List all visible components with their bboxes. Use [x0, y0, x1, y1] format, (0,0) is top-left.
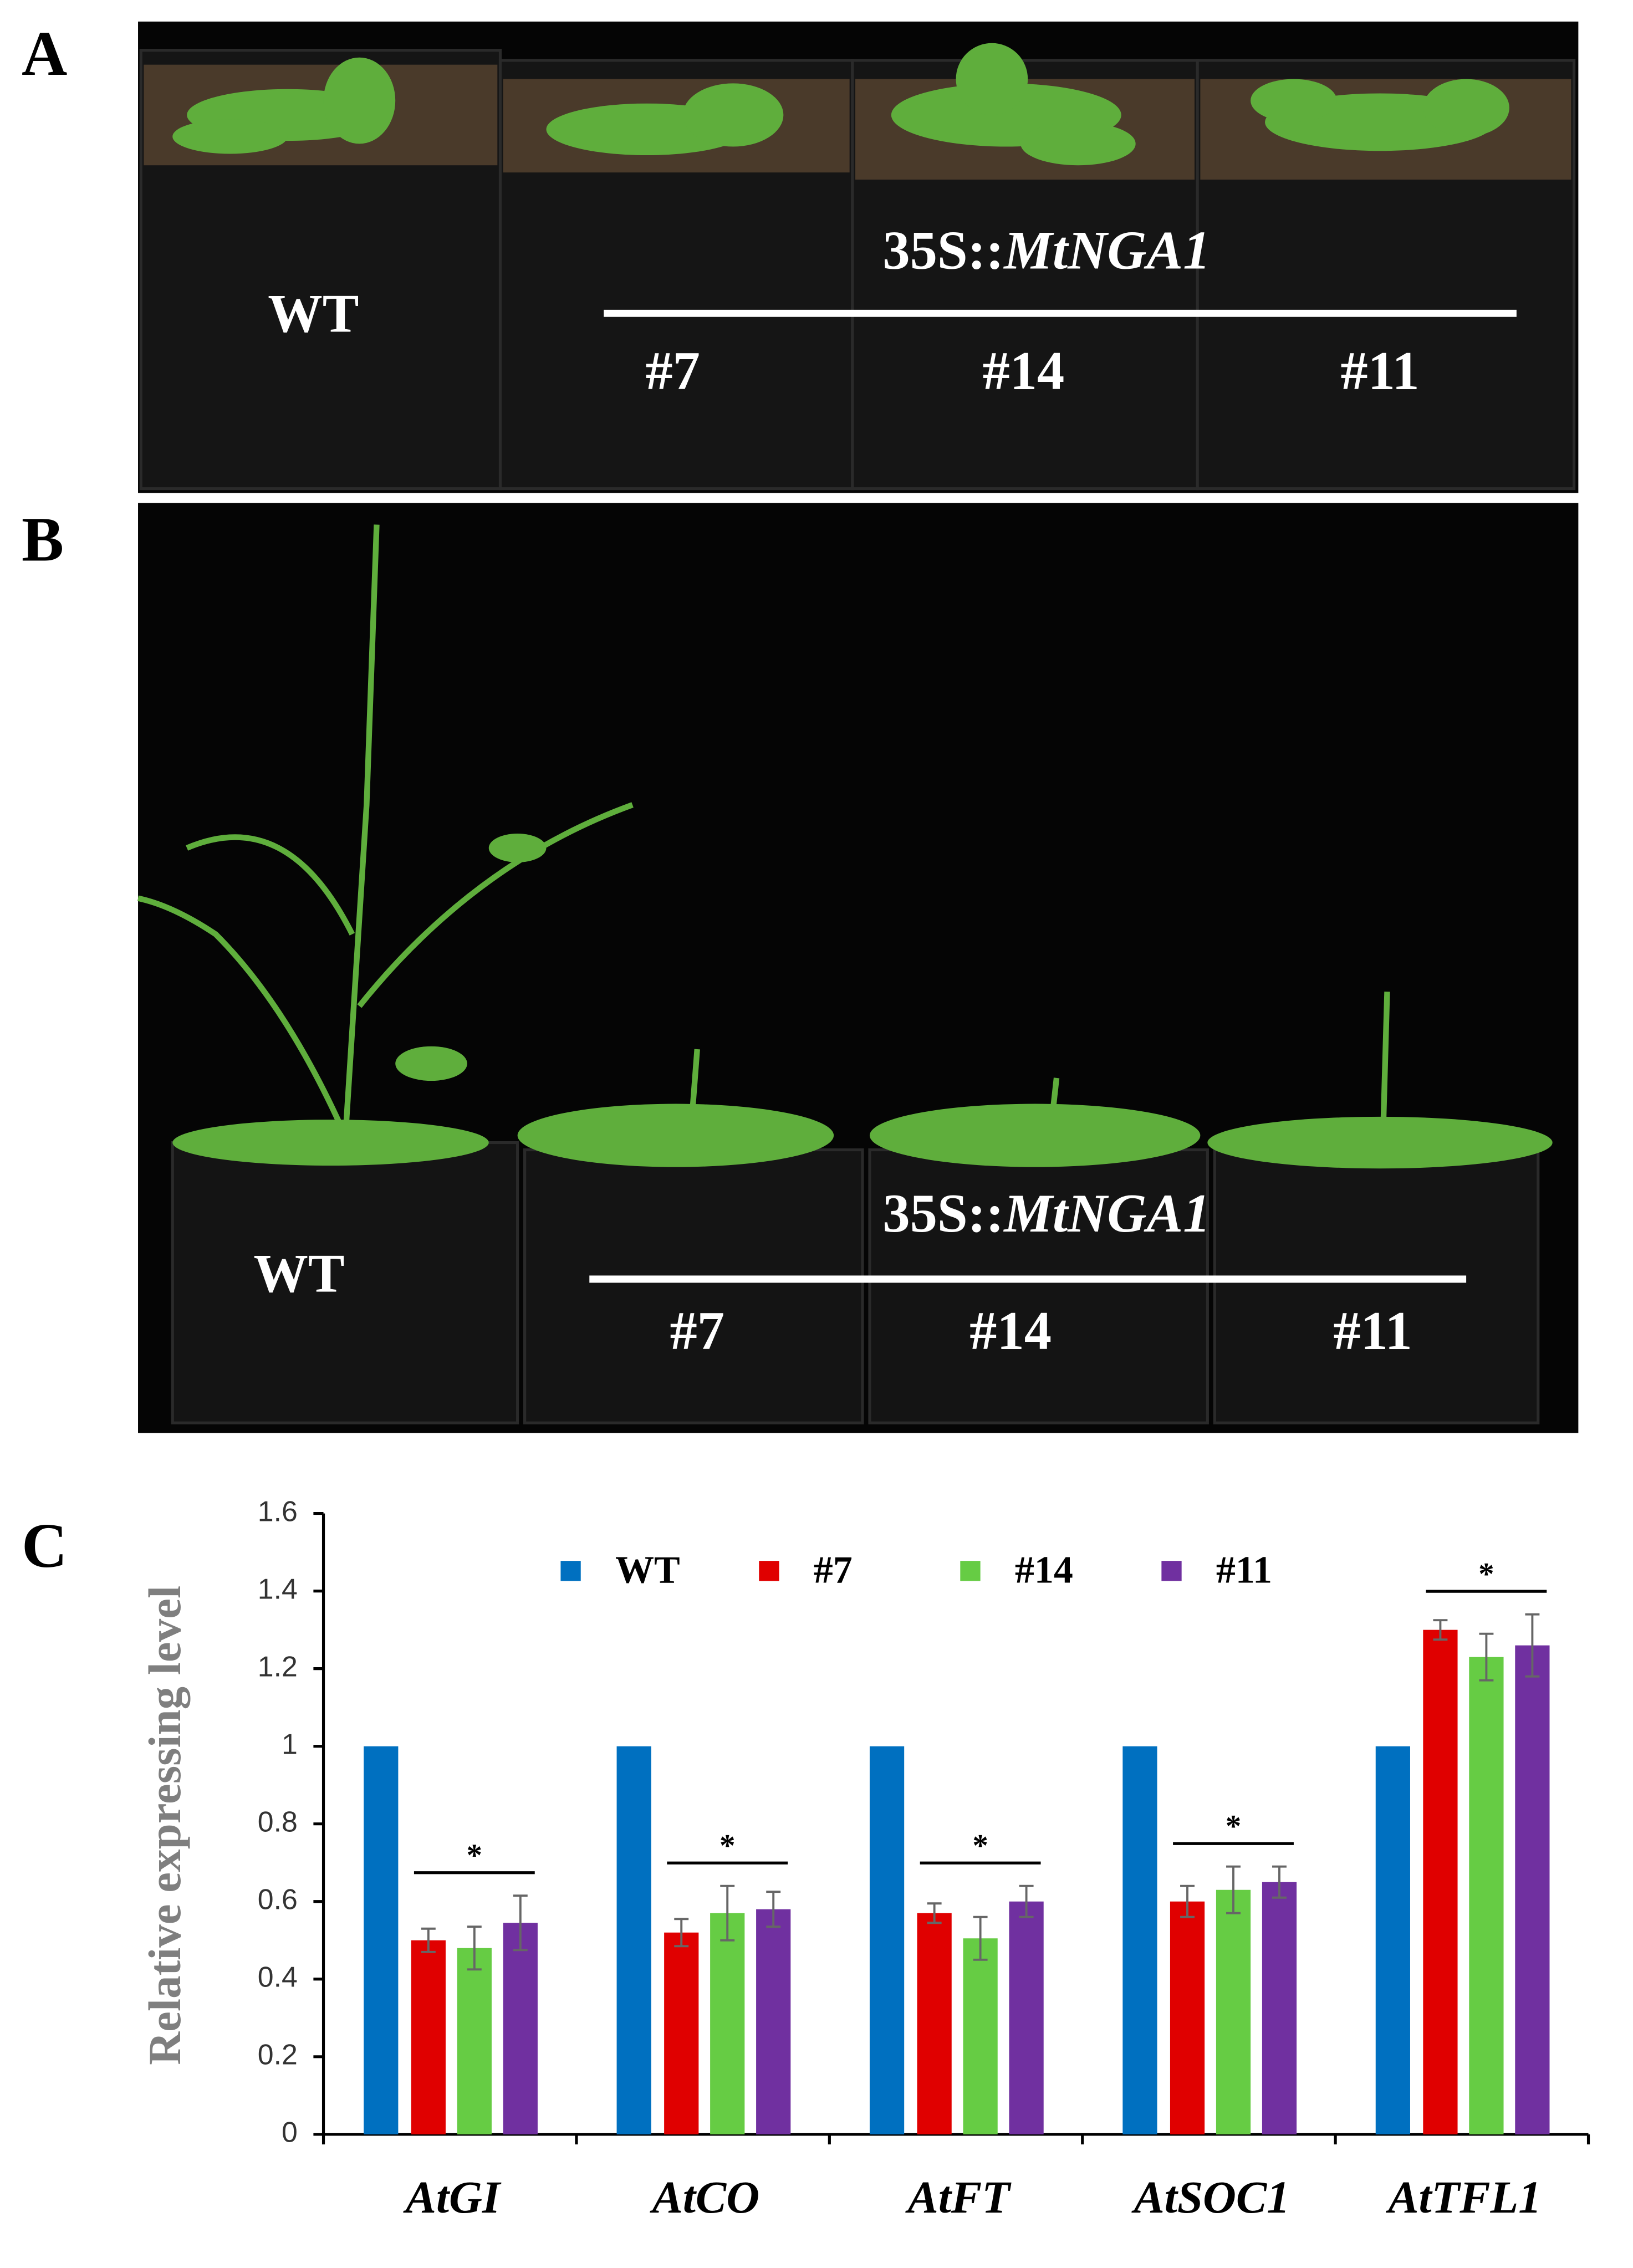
construct-prefix: 35S::: [882, 220, 1004, 280]
error-bar: [1479, 1632, 1494, 1682]
significance-label: *: [972, 1828, 988, 1863]
bar: [1262, 1882, 1297, 2134]
bar: [1515, 1645, 1550, 2134]
bar: [1009, 1901, 1044, 2134]
photo-a: [138, 21, 1579, 493]
bar: [963, 1938, 998, 2134]
error-bar: [1433, 1619, 1448, 1641]
panel-label: A: [22, 18, 67, 89]
construct-label: 35S::MtNGA1: [882, 1183, 1210, 1244]
legend-label: #7: [814, 1549, 853, 1592]
line-label: #14: [969, 1301, 1052, 1361]
bar: [756, 1909, 791, 2134]
construct-label: 35S::MtNGA1: [882, 220, 1210, 280]
legend-swatch: [960, 1561, 981, 1581]
x-tick-label: AtFT: [905, 2172, 1012, 2223]
bar: [1122, 1746, 1157, 2134]
bar: [457, 1948, 492, 2134]
error-bar: [1525, 1613, 1540, 1678]
x-tick-label: AtTFL1: [1385, 2172, 1542, 2223]
legend-swatch: [1161, 1561, 1182, 1581]
error-bar: [1180, 1884, 1195, 1918]
bar: [616, 1746, 651, 2134]
line-label: #7: [670, 1301, 725, 1361]
error-bar: [513, 1894, 528, 1952]
wt-label: WT: [253, 1244, 344, 1304]
construct-prefix: 35S::: [882, 1183, 1004, 1244]
significance-label: *: [467, 1838, 483, 1873]
bar: [1170, 1901, 1205, 2134]
y-tick-label: 1.2: [258, 1650, 298, 1682]
y-axis-label: Relative expressing level: [139, 1586, 190, 2065]
error-bar: [1019, 1884, 1034, 1918]
wt-label: WT: [268, 283, 359, 344]
error-bar: [927, 1902, 942, 1924]
panel-label: C: [22, 1510, 67, 1581]
construct-gene: MtNGA1: [1003, 220, 1210, 280]
error-bar: [1272, 1865, 1287, 1899]
bar: [1423, 1630, 1458, 2134]
construct-gene: MtNGA1: [1003, 1183, 1210, 1244]
error-bar: [674, 1918, 689, 1948]
legend-label: #14: [1015, 1549, 1073, 1592]
legend-label: WT: [615, 1549, 680, 1592]
panel-label: B: [22, 504, 64, 575]
bar: [917, 1913, 952, 2134]
chart: 0 0.2 0.4 0.6 0.8 1 1.2 1.4 1.6 Relative expressi…: [139, 1495, 1590, 2223]
line-label: #11: [1333, 1301, 1412, 1361]
line-label: #7: [645, 341, 700, 401]
y-tick-label: 1.4: [258, 1572, 298, 1605]
bar: [1375, 1746, 1410, 2134]
x-tick-label: AtSOC1: [1131, 2172, 1289, 2223]
y-tick-label: 1.6: [258, 1495, 298, 1527]
line-label: #14: [983, 341, 1065, 401]
error-bar: [1226, 1865, 1241, 1914]
photo-b: [137, 503, 1579, 1433]
y-tick-label: 1: [282, 1728, 298, 1760]
bar: [664, 1932, 699, 2134]
bar: [1216, 1889, 1251, 2134]
y-tick-label: 0.4: [258, 1960, 298, 1993]
significance-label: *: [1226, 1809, 1242, 1843]
y-tick-label: 0.6: [258, 1883, 298, 1915]
legend-swatch: [759, 1561, 779, 1581]
bar: [411, 1940, 446, 2134]
error-bar: [720, 1884, 735, 1942]
error-bar: [973, 1915, 988, 1961]
bar: [1469, 1657, 1504, 2134]
y-tick-label: 0.2: [258, 2039, 298, 2071]
error-bar: [467, 1925, 482, 1971]
y-tick-label: 0.8: [258, 1805, 298, 1837]
x-tick-label: AtCO: [649, 2172, 759, 2223]
y-tick-label: 0: [282, 2116, 298, 2148]
bar: [364, 1746, 399, 2134]
bar: [710, 1913, 745, 2134]
error-bar: [766, 1891, 781, 1928]
error-bar: [421, 1927, 436, 1953]
bar: [503, 1923, 538, 2134]
legend-label: #11: [1216, 1549, 1272, 1592]
bar: [869, 1746, 905, 2134]
legend-swatch: [560, 1561, 581, 1581]
x-tick-label: AtGI: [403, 2172, 502, 2223]
line-label: #11: [1340, 341, 1419, 401]
significance-label: *: [1478, 1556, 1494, 1591]
significance-label: *: [719, 1828, 736, 1863]
